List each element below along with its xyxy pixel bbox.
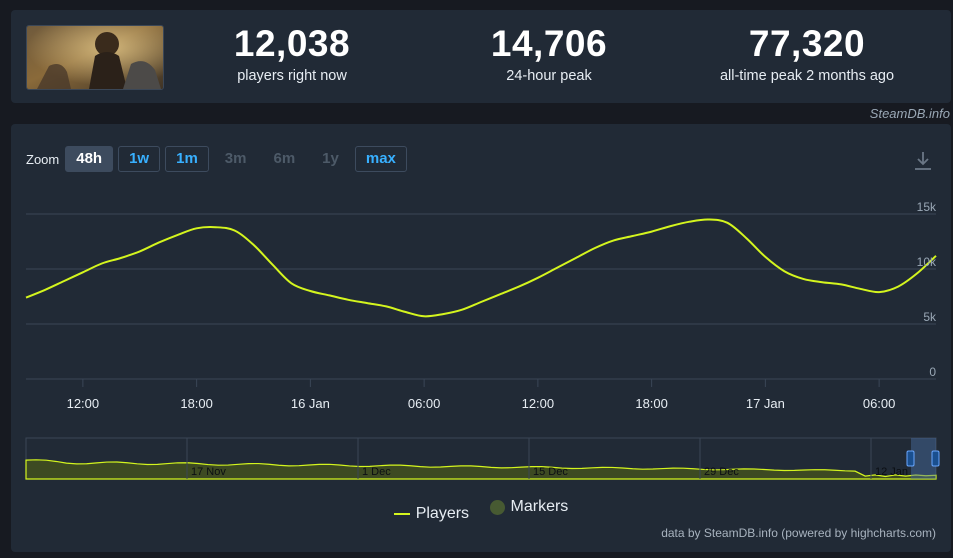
navigator-handle-left[interactable] xyxy=(906,450,915,467)
x-tick-label-6: 17 Jan xyxy=(746,396,785,411)
x-tick-label-7: 06:00 xyxy=(863,396,896,411)
players-line-swatch xyxy=(393,512,410,515)
x-tick-label-1: 18:00 xyxy=(180,396,213,411)
zoom-48h-button[interactable]: 48h xyxy=(65,146,114,172)
navigator-handle-right[interactable] xyxy=(931,450,940,467)
markers-dot-swatch xyxy=(489,499,505,515)
x-tick-label-0: 12:00 xyxy=(67,396,100,411)
x-tick-label-4: 12:00 xyxy=(522,396,555,411)
stat-24h-peak: 14,706 24-hour peak xyxy=(434,23,664,85)
peak-24h-label: 24-hour peak xyxy=(506,68,592,84)
x-tick-label-5: 18:00 xyxy=(635,396,668,411)
players-series-line xyxy=(25,218,937,318)
navigator-tick-label-0: 17 Nov xyxy=(191,466,226,478)
zoom-1m-button[interactable]: 1m xyxy=(165,146,209,172)
stats-panel: 12,038 players right now 14,706 24-hour … xyxy=(11,10,951,103)
game-banner[interactable] xyxy=(26,25,164,90)
europa-universalis-v-banner xyxy=(27,26,163,89)
legend-item-players[interactable]: Players xyxy=(393,504,470,523)
current-players-value: 12,038 xyxy=(233,23,351,64)
peak-24h-value: 14,706 xyxy=(490,23,608,64)
x-tick-label-3: 06:00 xyxy=(408,396,441,411)
legend-players-label: Players xyxy=(415,504,470,522)
stat-all-time-peak: 77,320 all-time peak 2 months ago xyxy=(692,23,922,85)
legend-markers-label: Markers xyxy=(510,498,569,515)
all-time-peak-value: 77,320 xyxy=(748,23,866,64)
navigator-tick-label-2: 15 Dec xyxy=(533,466,568,478)
y-tick-label-5k: 5k xyxy=(923,310,937,324)
y-tick-label-10k: 10k xyxy=(917,255,937,269)
chart-legend: Players Markers xyxy=(11,498,951,523)
navigator-series-area xyxy=(25,459,937,480)
download-icon[interactable] xyxy=(913,150,933,172)
legend-item-markers[interactable]: Markers xyxy=(489,498,569,516)
navigator-tick-label-1: 1 Dec xyxy=(362,466,391,478)
chart-panel: 17 Nov 1 Dec 15 Dec 29 Dec 12 Jan 0 5k 10k 15k 1… xyxy=(11,124,951,552)
zoom-label: Zoom xyxy=(26,151,60,167)
highcharts-credit[interactable]: data by SteamDB.info (powered by highcha… xyxy=(661,526,936,540)
stat-current-players: 12,038 players right now xyxy=(177,23,407,85)
x-tick-label-2: 16 Jan xyxy=(291,396,330,411)
zoom-1y-button[interactable]: 1y xyxy=(322,150,339,167)
steamdb-credit-top[interactable]: SteamDB.info xyxy=(869,106,950,121)
y-tick-label-0: 0 xyxy=(929,365,936,379)
all-time-peak-label: all-time peak 2 months ago xyxy=(719,68,895,84)
navigator-tick-label-3: 29 Dec xyxy=(704,466,739,478)
player-count-chart: 17 Nov 1 Dec 15 Dec 29 Dec 12 Jan 0 5k 10k 15k 1… xyxy=(25,200,940,480)
y-tick-label-15k: 15k xyxy=(917,200,937,214)
zoom-bar: Zoom 48h 1w 1m 3m 6m 1y max xyxy=(26,146,412,172)
zoom-1w-button[interactable]: 1w xyxy=(118,146,161,172)
zoom-3m-button[interactable]: 3m xyxy=(224,150,247,167)
zoom-max-button[interactable]: max xyxy=(354,146,407,172)
current-players-label: players right now xyxy=(237,68,347,84)
zoom-6m-button[interactable]: 6m xyxy=(273,150,296,167)
navigator-tick-label-4: 12 Jan xyxy=(875,466,908,478)
